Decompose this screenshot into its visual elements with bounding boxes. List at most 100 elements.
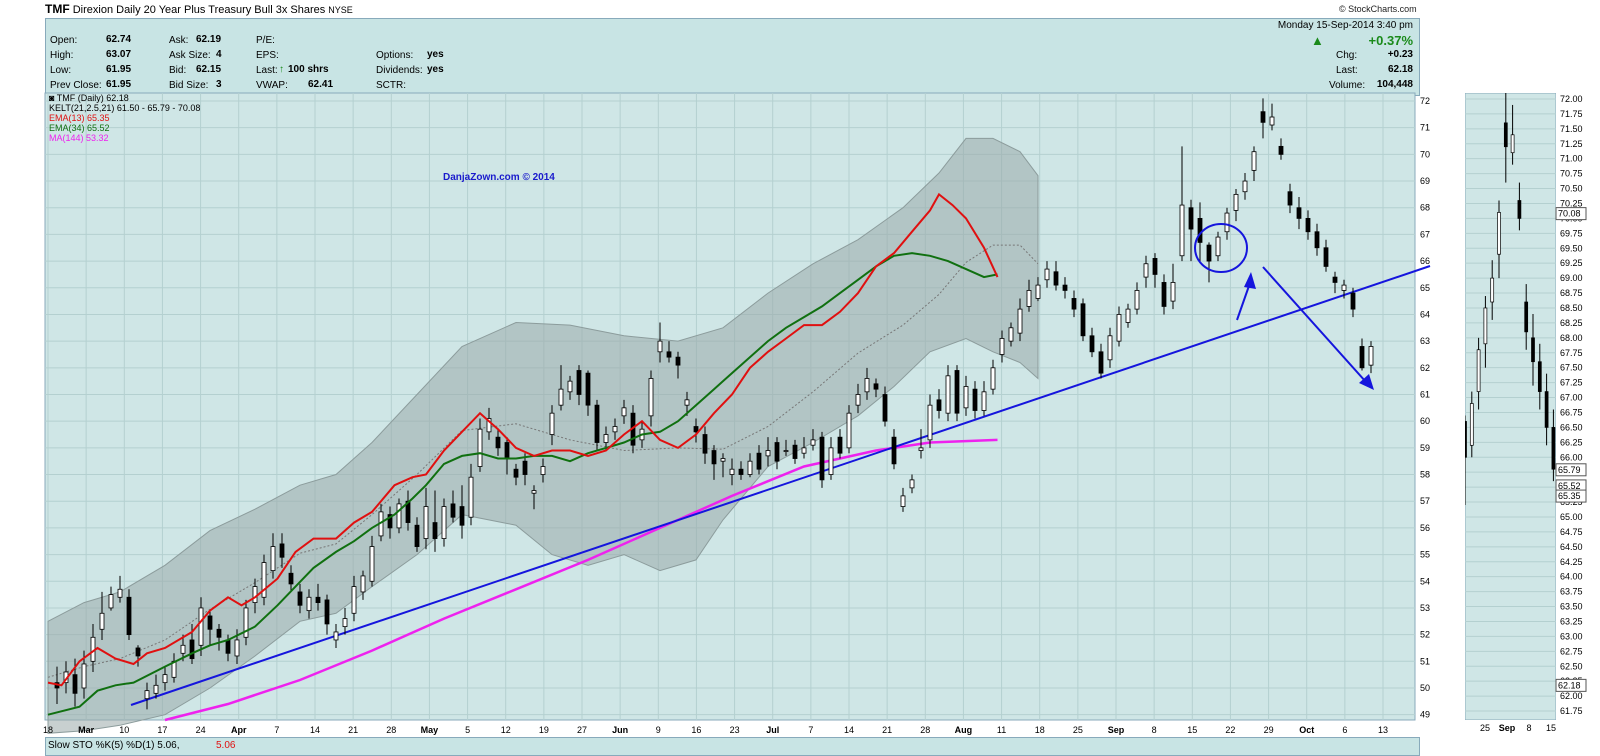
- candle: [1350, 287, 1356, 318]
- candle: [1017, 298, 1023, 342]
- candle-body: [675, 356, 681, 366]
- candle-body: [1224, 212, 1230, 233]
- candle: [1242, 173, 1248, 200]
- stochastic-panel[interactable]: Slow STO %K(5) %D(1) 5.06, 5.06: [45, 737, 1420, 756]
- candle: [1179, 146, 1185, 262]
- candle-body: [810, 439, 816, 446]
- candle: [855, 383, 861, 414]
- candle: [162, 666, 168, 691]
- x-tick-label: 28: [386, 725, 396, 735]
- y-tick-label: 65: [1420, 283, 1430, 293]
- candle-body: [657, 340, 663, 353]
- inset-y-tick-label: 67.25: [1560, 378, 1583, 388]
- x-tick-label: 22: [1225, 725, 1235, 735]
- candle-body: [369, 546, 375, 582]
- candle: [783, 439, 789, 456]
- inset-y-tick-label: 68.00: [1560, 333, 1583, 343]
- candle: [477, 418, 483, 472]
- inset-candle-body: [1503, 122, 1508, 148]
- y-tick-label: 72: [1420, 96, 1430, 106]
- y-tick-label: 58: [1420, 470, 1430, 480]
- candle: [1080, 298, 1086, 342]
- inset-y-tick-label: 69.25: [1560, 258, 1583, 268]
- up-triangle-icon: ▲: [1311, 33, 1324, 48]
- x-tick-label: 13: [1378, 725, 1388, 735]
- x-tick-label: Aug: [955, 725, 973, 735]
- candle: [693, 418, 699, 443]
- candle: [630, 405, 636, 454]
- inset-candle-body: [1510, 134, 1515, 154]
- candle: [936, 389, 942, 419]
- x-tick-label: 8: [1152, 725, 1157, 735]
- candle-body: [711, 450, 717, 465]
- inset-value-tag-label: 62.18: [1558, 680, 1581, 690]
- candle-body: [585, 372, 591, 406]
- ticker-symbol[interactable]: TMF: [45, 2, 70, 16]
- candle-body: [576, 370, 582, 395]
- candle: [63, 661, 69, 694]
- candle-body: [1170, 282, 1176, 302]
- candle: [900, 487, 906, 512]
- candle: [531, 485, 537, 510]
- inset-candle-body: [1517, 200, 1522, 219]
- y-tick-label: 69: [1420, 176, 1430, 186]
- candle-body: [567, 380, 573, 393]
- pe-label: P/E:: [256, 35, 275, 46]
- inset-y-tick-label: 69.00: [1560, 273, 1583, 283]
- inset-y-tick-label: 71.00: [1560, 154, 1583, 164]
- candle-body: [378, 511, 384, 537]
- x-tick-label: 29: [1264, 725, 1274, 735]
- inset-y-tick-label: 64.00: [1560, 572, 1583, 582]
- inset-y-tick-label: 66.50: [1560, 422, 1583, 432]
- x-tick-label: 18: [1035, 725, 1045, 735]
- inset-candle-body: [1476, 349, 1481, 392]
- inset-candle: [1537, 343, 1542, 410]
- options-value: yes: [427, 49, 444, 60]
- candle: [126, 589, 132, 640]
- candle-body: [1350, 292, 1356, 310]
- candle-body: [693, 426, 699, 433]
- candle: [972, 381, 978, 419]
- candle-body: [612, 426, 618, 433]
- candle-body: [846, 412, 852, 449]
- candle-body: [918, 447, 924, 451]
- candle-body: [153, 684, 159, 694]
- candle: [90, 623, 96, 672]
- candle-body: [1332, 276, 1338, 283]
- candle: [1233, 189, 1239, 222]
- inset-y-tick-label: 63.50: [1560, 602, 1583, 612]
- candle: [297, 583, 303, 614]
- candle: [252, 578, 258, 614]
- inset-y-tick-label: 62.00: [1560, 691, 1583, 701]
- inset-candle: [1465, 415, 1467, 506]
- candle-body: [261, 562, 267, 598]
- candle: [927, 394, 933, 448]
- candle: [1152, 253, 1158, 288]
- candle: [1197, 202, 1203, 262]
- x-tick-label: Mar: [78, 725, 95, 735]
- vwap-value: 62.41: [308, 79, 334, 90]
- zoom-inset-chart[interactable]: [1465, 93, 1556, 720]
- x-tick-label: 15: [1187, 725, 1197, 735]
- candle: [1044, 261, 1050, 288]
- options-label: Options:: [376, 50, 414, 61]
- candle-body: [1242, 180, 1248, 193]
- candle-body: [639, 428, 645, 441]
- candle-body: [324, 599, 330, 625]
- open-label: Open:: [50, 35, 78, 46]
- x-tick-label: 14: [310, 725, 320, 735]
- candle: [198, 597, 204, 656]
- candle-body: [315, 596, 321, 604]
- last-label: Last:: [1336, 65, 1358, 76]
- inset-candle: [1544, 373, 1549, 446]
- candle-body: [531, 490, 537, 494]
- candle-body: [1278, 145, 1284, 155]
- y-tick-label: 68: [1420, 203, 1430, 213]
- high-label: High:: [50, 50, 74, 61]
- candle: [333, 623, 339, 648]
- inset-y-tick-label: 71.50: [1560, 124, 1583, 134]
- candle-body: [1206, 244, 1212, 262]
- inset-y-tick-label: 66.75: [1560, 407, 1583, 417]
- candle: [1008, 322, 1014, 347]
